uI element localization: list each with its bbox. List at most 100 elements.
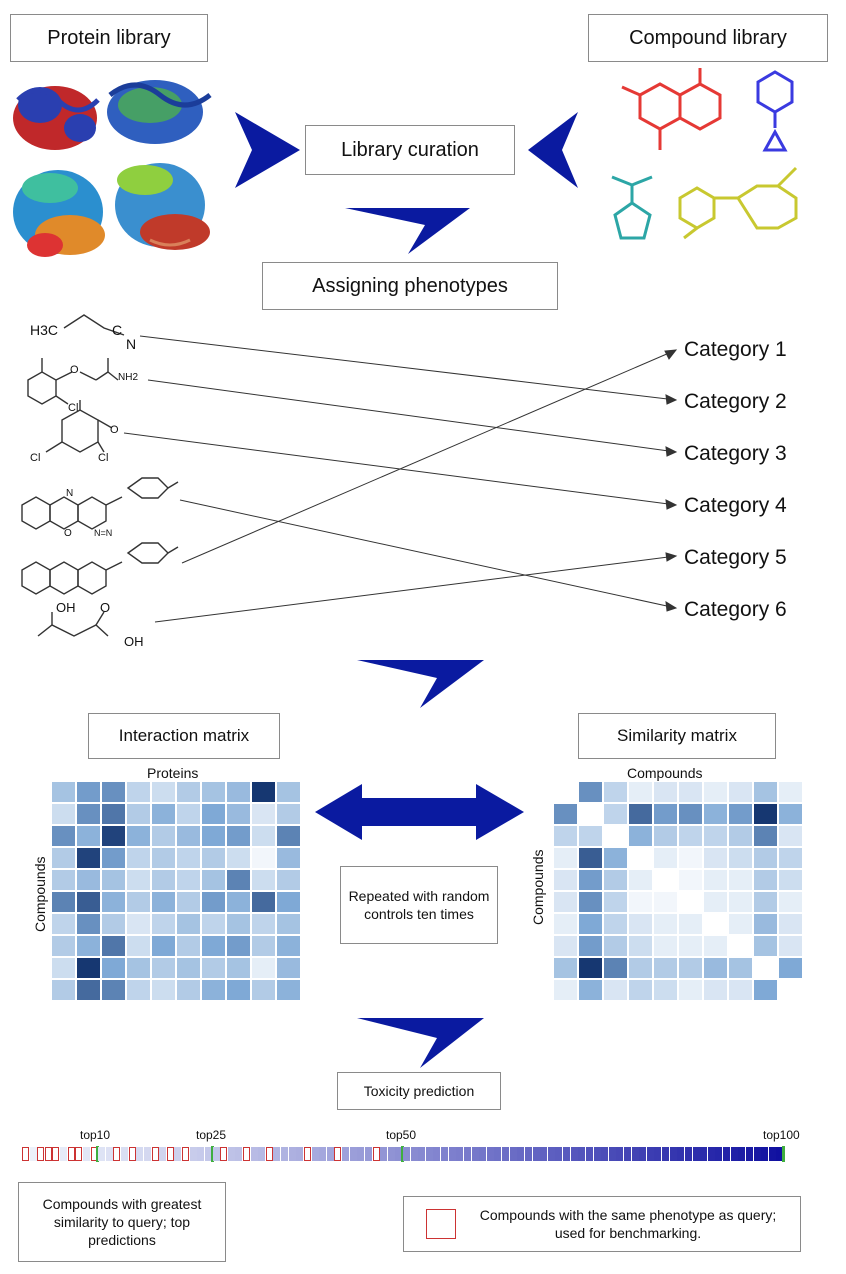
interaction-matrix-cell <box>152 782 175 802</box>
rank-cell <box>684 1147 692 1161</box>
rank-cell <box>212 1147 220 1161</box>
rank-cell <box>387 1147 395 1161</box>
rank-marker <box>782 1146 785 1162</box>
similarity-matrix-cell <box>679 870 702 890</box>
rank-cell <box>418 1147 426 1161</box>
rank-cell <box>463 1147 471 1161</box>
chem-label: O <box>100 600 111 615</box>
protein-structure-1 <box>13 86 100 150</box>
similarity-matrix-cell <box>754 980 777 1000</box>
interaction-matrix-cell <box>77 980 100 1000</box>
similarity-matrix-cell <box>729 826 752 846</box>
similarity-matrix-cell <box>729 958 752 978</box>
rank-cell <box>189 1147 197 1161</box>
interaction-matrix-cell <box>127 782 150 802</box>
rank-cell <box>578 1147 586 1161</box>
arrow-down-icon <box>357 660 484 708</box>
interaction-matrix-cell <box>252 914 275 934</box>
similarity-matrix-cell <box>554 892 577 912</box>
rank-cell <box>220 1147 228 1161</box>
chem-label: H3C <box>30 322 59 338</box>
rank-cell <box>517 1147 525 1161</box>
interaction-matrix-cell <box>52 826 75 846</box>
chem-label: N=N <box>94 528 113 538</box>
similarity-matrix-cell <box>629 804 652 824</box>
similarity-matrix-cell <box>679 782 702 802</box>
ranking-strip <box>22 1146 785 1162</box>
legend-benchmark-box: Compounds with the same phenotype as que… <box>403 1196 801 1252</box>
similarity-matrix-cell <box>704 914 727 934</box>
rank-marker <box>96 1146 100 1162</box>
repeated-controls-box: Repeated with random controls ten times <box>340 866 498 944</box>
similarity-matrix-cell <box>604 892 627 912</box>
library-curation-box: Library curation <box>305 125 515 175</box>
rank-cell <box>654 1147 662 1161</box>
rank-cell <box>52 1147 60 1161</box>
similarity-matrix-cell <box>604 958 627 978</box>
similarity-matrix-cell <box>704 870 727 890</box>
category-label-6: Category 6 <box>684 598 787 621</box>
similarity-matrix-cell <box>704 782 727 802</box>
interaction-matrix-cell <box>177 980 200 1000</box>
interaction-matrix-cell <box>177 914 200 934</box>
arrowhead-icon <box>665 394 678 405</box>
similarity-matrix-cell <box>604 782 627 802</box>
mapping-line <box>179 499 677 609</box>
similarity-matrix-cell <box>754 958 777 978</box>
compound-library-structures <box>611 68 798 240</box>
rank-cell <box>22 1147 30 1161</box>
interaction-matrix-cell <box>202 848 225 868</box>
arrowhead-icon <box>665 499 678 510</box>
interaction-matrix-cell <box>202 782 225 802</box>
interaction-matrix-cell <box>227 936 250 956</box>
interaction-matrix-cell <box>252 936 275 956</box>
arrowhead-icon <box>665 446 678 457</box>
assigning-phenotypes-label: Assigning phenotypes <box>312 274 508 297</box>
compound-4 <box>21 477 179 530</box>
benchmark-swatch-icon <box>426 1209 456 1239</box>
protein-structure-3 <box>13 170 105 257</box>
similarity-matrix-cell <box>654 980 677 1000</box>
interaction-matrix-cell <box>202 958 225 978</box>
interaction-matrix-cell <box>227 848 250 868</box>
interaction-matrix-cell <box>252 848 275 868</box>
interaction-matrix-cell <box>277 914 300 934</box>
similarity-matrix-cell <box>779 958 802 978</box>
similarity-matrix-cell <box>779 826 802 846</box>
rank-cell <box>433 1147 441 1161</box>
interaction-matrix-cell <box>177 804 200 824</box>
mapping-line <box>181 349 677 564</box>
similarity-matrix-cell <box>729 892 752 912</box>
arrow-double-icon <box>315 784 524 840</box>
interaction-matrix-cell <box>102 870 125 890</box>
interaction-matrix-cell <box>77 804 100 824</box>
rank-cell <box>692 1147 700 1161</box>
category-label-3: Category 3 <box>684 442 787 465</box>
similarity-matrix-cell <box>554 958 577 978</box>
rank-cell <box>585 1147 593 1161</box>
protein-structures <box>13 80 212 257</box>
interaction-matrix-cell <box>252 826 275 846</box>
chem-label: N <box>126 336 137 352</box>
similarity-matrix-cell <box>704 936 727 956</box>
interaction-matrix-cell <box>177 826 200 846</box>
chem-label: OH <box>56 600 76 615</box>
similarity-matrix-cell <box>754 936 777 956</box>
compound-library-label: Compound library <box>629 26 787 49</box>
interaction-matrix-cell <box>127 958 150 978</box>
rank-cell <box>509 1147 517 1161</box>
protein-structure-2 <box>107 80 212 144</box>
similarity-matrix-cell <box>729 782 752 802</box>
similarity-matrix-cell <box>779 870 802 890</box>
similarity-matrix-cell <box>704 826 727 846</box>
similarity-matrix-cell <box>604 848 627 868</box>
flow-arrows <box>235 112 578 1068</box>
interaction-matrix-cell <box>227 980 250 1000</box>
interaction-matrix-cell <box>102 936 125 956</box>
similarity-matrix-cell <box>729 848 752 868</box>
rank-cell <box>44 1147 52 1161</box>
interaction-matrix-cell <box>177 870 200 890</box>
rank-cell <box>121 1147 129 1161</box>
interaction-matrix-cell <box>52 936 75 956</box>
similarity-matrix-cell <box>554 980 577 1000</box>
